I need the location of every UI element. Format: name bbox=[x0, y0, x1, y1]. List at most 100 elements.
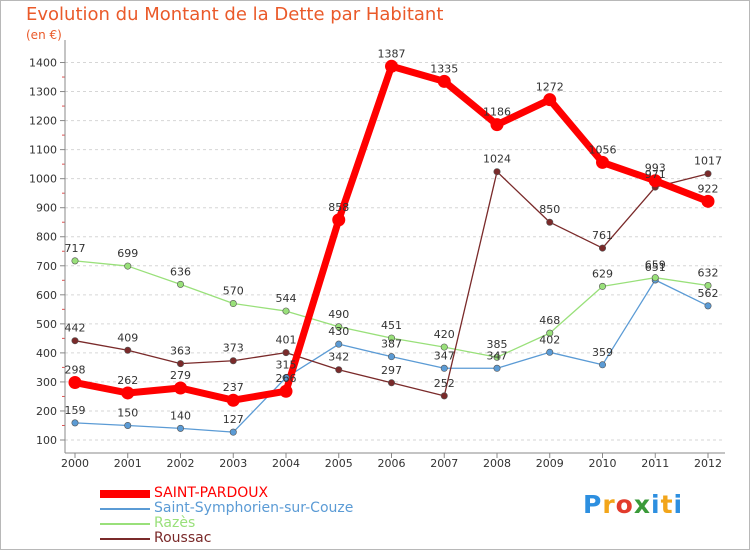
data-label: 347 bbox=[487, 349, 508, 362]
x-tick-label: 2005 bbox=[325, 457, 353, 470]
data-point bbox=[177, 280, 185, 288]
data-point bbox=[546, 329, 554, 337]
data-point bbox=[68, 376, 82, 390]
data-label: 1272 bbox=[536, 81, 564, 94]
y-tick-label: 1400 bbox=[29, 57, 57, 70]
data-label: 150 bbox=[117, 406, 138, 419]
data-point bbox=[71, 419, 79, 427]
data-label: 387 bbox=[381, 338, 402, 351]
y-tick-label: 1200 bbox=[29, 115, 57, 128]
data-point bbox=[387, 353, 395, 361]
data-label: 761 bbox=[592, 229, 613, 242]
chart-unit: (en €) bbox=[26, 28, 62, 42]
axes bbox=[60, 40, 725, 458]
data-label: 373 bbox=[223, 342, 244, 355]
data-point bbox=[124, 421, 132, 429]
data-point bbox=[335, 366, 343, 374]
data-label: 315 bbox=[276, 359, 297, 372]
data-point bbox=[335, 323, 343, 331]
y-tick-label: 1300 bbox=[29, 86, 57, 99]
data-label: 401 bbox=[276, 334, 297, 347]
data-label: 140 bbox=[170, 409, 191, 422]
data-point bbox=[387, 379, 395, 387]
data-point bbox=[437, 74, 451, 88]
data-label: 659 bbox=[645, 259, 666, 272]
data-label: 562 bbox=[698, 287, 719, 300]
data-point bbox=[546, 218, 554, 226]
data-point bbox=[704, 282, 712, 290]
data-label: 442 bbox=[65, 322, 86, 335]
proxiti-logo: Proxiti bbox=[583, 490, 684, 519]
data-label: 252 bbox=[434, 377, 455, 390]
y-tick-label: 800 bbox=[36, 231, 57, 244]
data-point bbox=[229, 357, 237, 365]
data-point bbox=[493, 353, 501, 361]
data-point bbox=[124, 346, 132, 354]
data-label: 262 bbox=[117, 374, 138, 387]
y-tick-label: 400 bbox=[36, 347, 57, 360]
data-point bbox=[598, 282, 606, 290]
data-label: 850 bbox=[539, 203, 560, 216]
x-tick-label: 2007 bbox=[430, 457, 458, 470]
data-label: 359 bbox=[592, 346, 613, 359]
data-label: 651 bbox=[645, 261, 666, 274]
data-label: 347 bbox=[434, 349, 455, 362]
data-point bbox=[440, 364, 448, 372]
data-label: 363 bbox=[170, 345, 191, 358]
y-tick-label: 900 bbox=[36, 202, 57, 215]
y-tick-label: 200 bbox=[36, 405, 57, 418]
legend-label: Razès bbox=[154, 515, 196, 531]
data-label: 971 bbox=[645, 168, 666, 181]
data-point bbox=[282, 374, 290, 382]
data-label: 451 bbox=[381, 319, 402, 332]
data-label: 1335 bbox=[430, 62, 458, 75]
data-label: 993 bbox=[645, 162, 666, 175]
data-point bbox=[174, 381, 187, 395]
y-tick-label: 100 bbox=[36, 434, 57, 447]
tick-labels: 100 200 300 400 500 600 700 800 900 1000 1100 1200 1… bbox=[29, 57, 722, 470]
chart-title: Evolution du Montant de la Dette par Hab… bbox=[26, 4, 444, 25]
data-point bbox=[598, 244, 606, 252]
data-point bbox=[385, 59, 398, 73]
legend-swatch bbox=[100, 490, 150, 498]
data-point bbox=[704, 170, 712, 178]
y-tick-label: 500 bbox=[36, 318, 57, 331]
data-label: 699 bbox=[117, 247, 138, 260]
data-label: 430 bbox=[328, 325, 349, 338]
data-point bbox=[332, 213, 346, 227]
data-labels: 159 150 140 127 315 430 387 347 347 402 359 651 562 7… bbox=[65, 47, 723, 426]
data-label: 490 bbox=[328, 308, 349, 321]
data-label: 237 bbox=[223, 381, 244, 394]
data-point bbox=[493, 364, 501, 372]
legend-swatch bbox=[100, 508, 150, 510]
data-point bbox=[651, 274, 659, 282]
data-point bbox=[124, 262, 132, 270]
data-label: 1186 bbox=[483, 106, 511, 119]
x-tick-label: 2004 bbox=[272, 457, 300, 470]
x-tick-label: 2003 bbox=[219, 457, 247, 470]
data-point bbox=[387, 334, 395, 342]
x-tick-label: 2002 bbox=[167, 457, 195, 470]
data-label: 544 bbox=[276, 292, 297, 305]
y-tick-label: 1100 bbox=[29, 144, 57, 157]
legend-label: Roussac bbox=[154, 530, 212, 546]
data-label: 342 bbox=[328, 351, 349, 364]
data-point bbox=[596, 155, 609, 169]
data-label: 922 bbox=[698, 182, 719, 195]
x-tick-label: 2012 bbox=[694, 457, 722, 470]
legend-swatch bbox=[100, 523, 150, 525]
data-label: 717 bbox=[65, 242, 86, 255]
data-point bbox=[229, 428, 237, 436]
x-tick-label: 2009 bbox=[536, 457, 564, 470]
data-label: 1024 bbox=[483, 153, 511, 166]
data-point bbox=[598, 361, 606, 369]
data-label: 402 bbox=[539, 333, 560, 346]
data-point bbox=[282, 307, 290, 315]
data-point bbox=[177, 424, 185, 432]
series-points bbox=[68, 59, 715, 436]
data-label: 629 bbox=[592, 267, 613, 280]
data-label: 468 bbox=[539, 314, 560, 327]
data-point bbox=[543, 93, 557, 107]
grid-lines bbox=[65, 62, 725, 441]
y-tick-label: 1000 bbox=[29, 173, 57, 186]
